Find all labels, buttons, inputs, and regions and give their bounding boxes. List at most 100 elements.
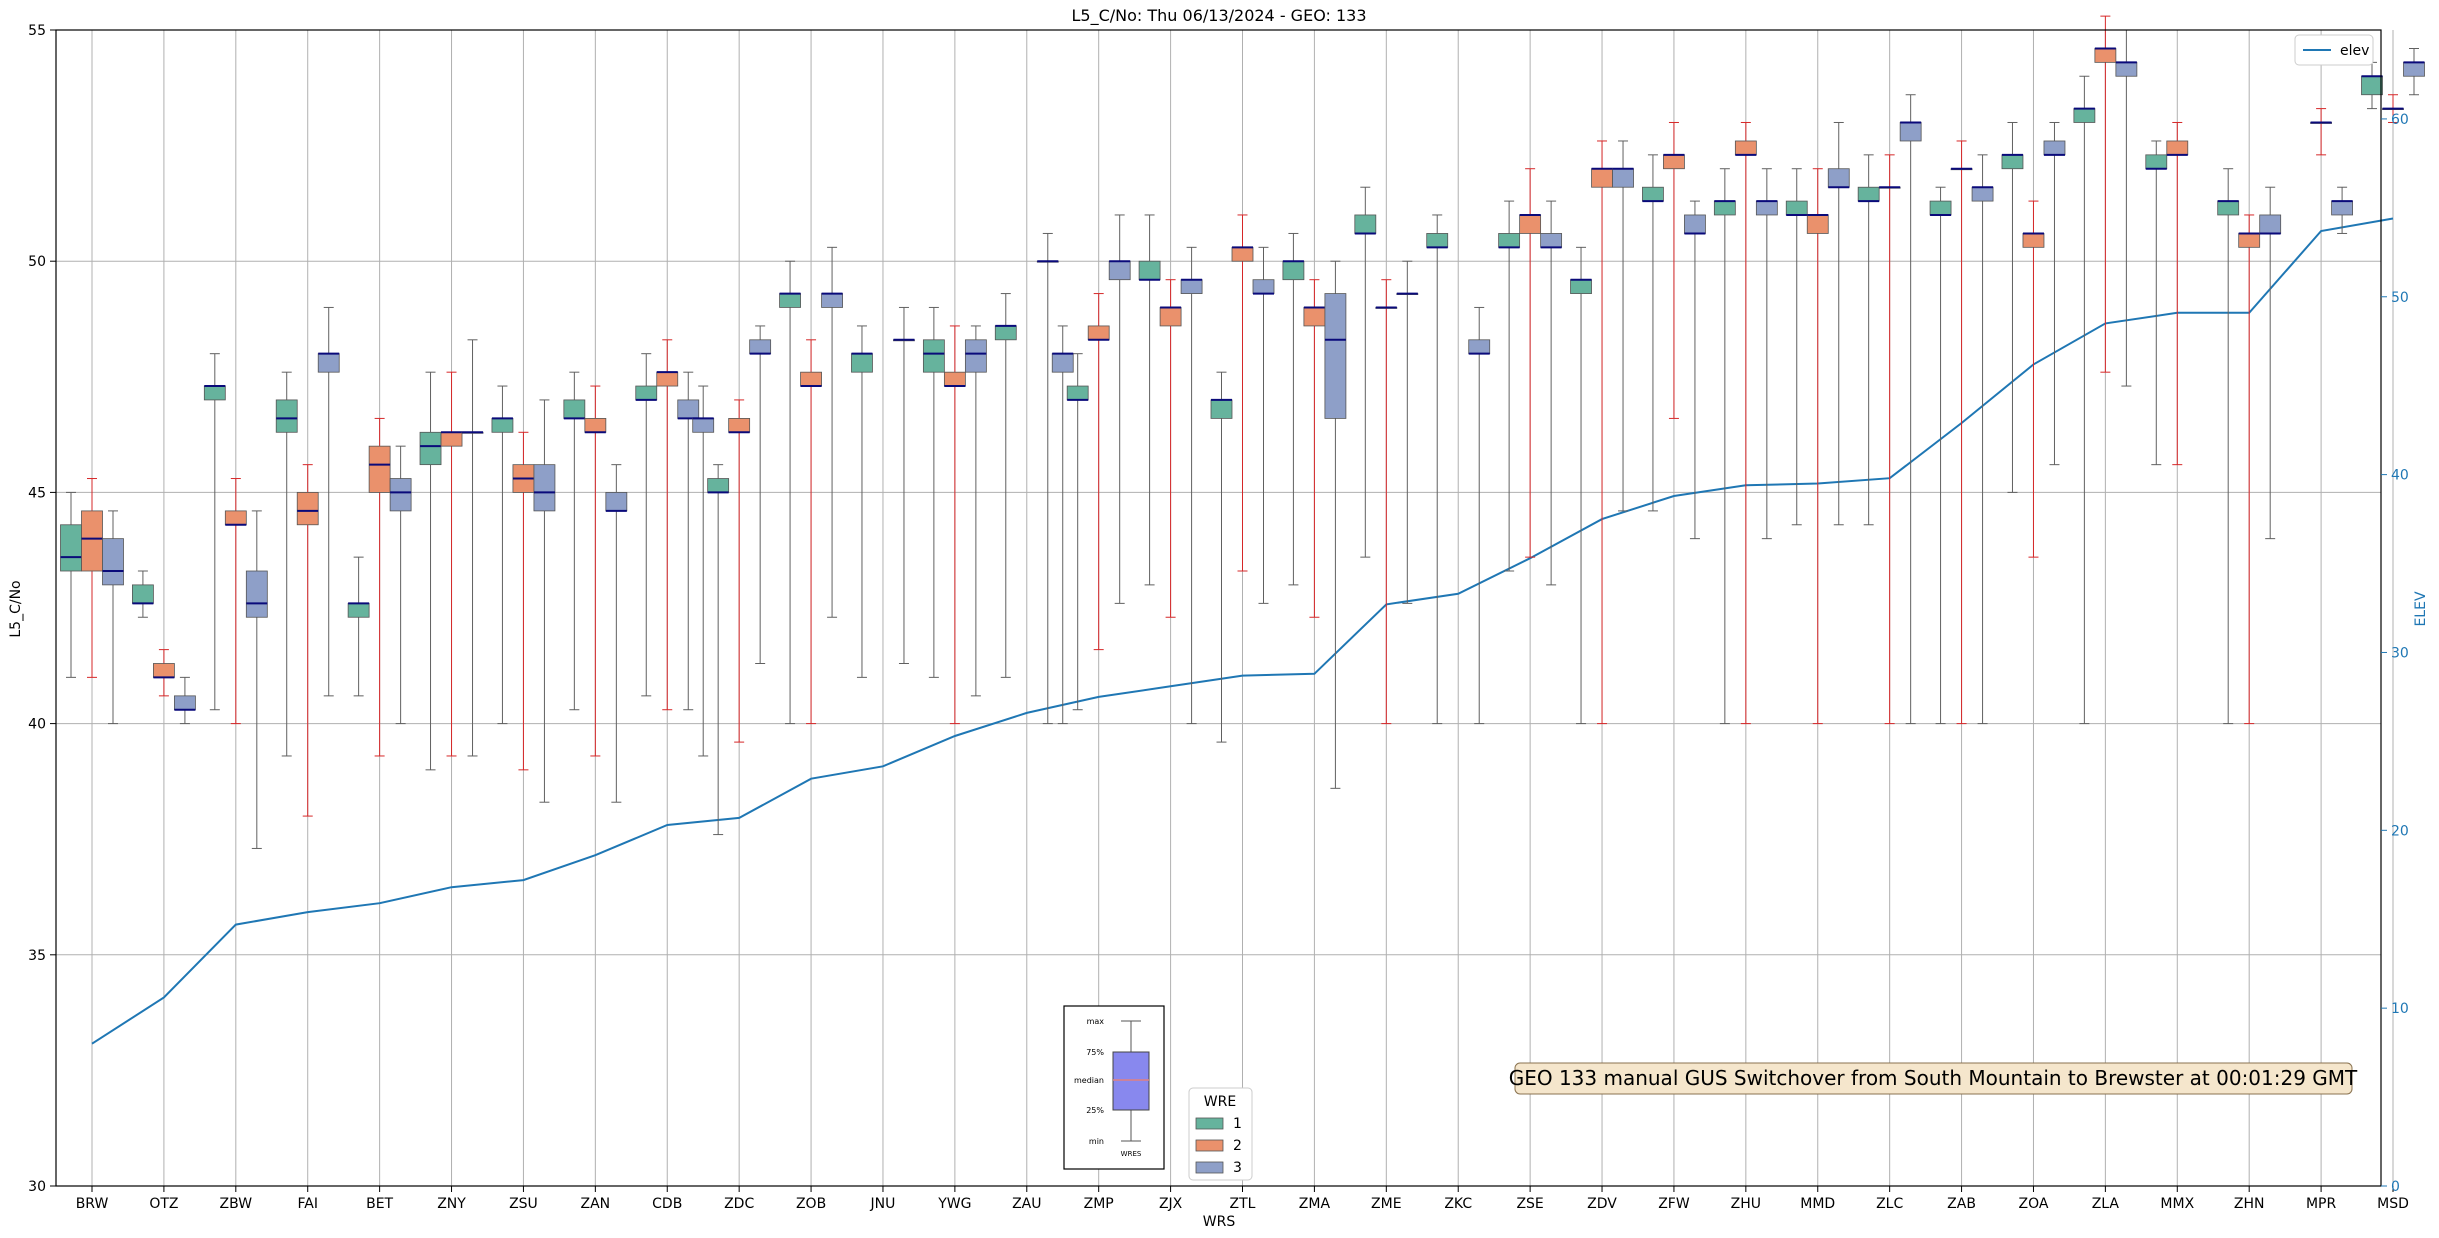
box-2 <box>224 478 247 725</box>
box-3 <box>1612 140 1634 512</box>
box-1 <box>1138 214 1161 586</box>
box-iqr <box>563 399 586 419</box>
box-iqr <box>1282 260 1305 281</box>
box-3 <box>1971 154 1994 725</box>
box-iqr <box>1468 339 1491 355</box>
box-1 <box>2361 61 2383 110</box>
annotation-text: GEO 133 manual GUS Switchover from South… <box>1509 1066 2358 1090</box>
box-2 <box>368 417 391 757</box>
x-tick-label: BRW <box>76 1196 109 1212</box>
box-3 <box>821 246 843 618</box>
box-iqr <box>2043 140 2066 156</box>
axis-layer: BRW OTZ ZBW FAI BET ZNY ZSU ZAN CDB ZDC ZOB JNU YWG Z… <box>28 23 2409 1212</box>
box-iqr <box>994 325 1017 341</box>
key-label: 25% <box>1086 1106 1104 1115</box>
box-iqr <box>2145 154 2168 170</box>
box-1 <box>922 306 945 678</box>
box-iqr <box>1519 214 1542 234</box>
box-3 <box>1324 260 1347 789</box>
box-2 <box>1303 279 1326 618</box>
x-tick-label: ZFW <box>1658 1196 1690 1212</box>
box-iqr <box>1684 214 1706 234</box>
key-box: max 75% median 25% min WRES <box>1063 1005 1165 1170</box>
box-3 <box>692 385 715 757</box>
box-iqr <box>1591 168 1613 188</box>
chart-title: L5_C/No: Thu 06/13/2024 - GEO: 133 <box>1071 6 1366 26</box>
box-iqr <box>174 695 196 711</box>
box-1 <box>1354 186 1377 558</box>
box-1 <box>60 491 82 678</box>
box-iqr <box>368 445 391 493</box>
box-1 <box>1066 353 1089 711</box>
box-iqr <box>440 431 463 447</box>
box-1 <box>275 371 298 757</box>
box-iqr <box>635 385 658 401</box>
box-iqr <box>779 293 801 308</box>
box-iqr <box>1929 200 1952 216</box>
box-3 <box>102 510 124 725</box>
box-iqr <box>1210 399 1233 419</box>
box-3 <box>533 399 556 803</box>
box-iqr <box>1642 186 1664 202</box>
box-iqr <box>1785 200 1808 216</box>
elev-line <box>91 217 2394 1045</box>
box-iqr <box>1899 122 1922 142</box>
box-3 <box>1540 200 1563 586</box>
box-1 <box>1570 246 1592 725</box>
box-1 <box>347 556 370 697</box>
box-3 <box>893 306 915 664</box>
annotation-group: GEO 133 manual GUS Switchover from South… <box>1509 1062 2358 1095</box>
box-iqr <box>347 602 370 618</box>
box-2 <box>1231 214 1254 572</box>
box-2 <box>2310 108 2332 156</box>
box-iqr <box>1303 307 1326 327</box>
x-tick-label: ZAU <box>1012 1196 1041 1212</box>
x-tick-label: ZMP <box>1084 1196 1114 1212</box>
box-iqr <box>584 418 607 433</box>
box-iqr <box>605 491 628 512</box>
box-iqr <box>245 570 268 618</box>
box-iqr <box>1570 279 1592 294</box>
box-1 <box>2217 168 2240 725</box>
line-legend: elev <box>2294 34 2374 66</box>
x-tick-label: ZOA <box>2018 1196 2048 1212</box>
box-iqr <box>943 371 966 387</box>
x-tick-label: FAI <box>297 1196 317 1212</box>
box-1 <box>851 325 873 678</box>
box-iqr <box>1066 385 1089 401</box>
box-1 <box>491 385 514 725</box>
x-tick-label: ZHN <box>2234 1196 2265 1212</box>
box-iqr <box>1498 233 1521 248</box>
x-tick-label: ZKC <box>1444 1196 1472 1212</box>
box-2 <box>1159 279 1182 618</box>
box-iqr <box>677 399 700 419</box>
line-legend-frame <box>2294 34 2374 66</box>
key-label: min <box>1089 1137 1104 1146</box>
box-iqr <box>1324 293 1347 419</box>
box-2 <box>2382 94 2404 123</box>
box-iqr <box>851 353 873 373</box>
box-iqr <box>102 538 124 586</box>
box-2 <box>1375 279 1398 725</box>
box-iqr <box>707 478 730 493</box>
box-2 <box>512 431 535 771</box>
box-iqr <box>2361 75 2383 96</box>
box-2 <box>2022 200 2045 558</box>
legend-swatch <box>1195 1139 1224 1152</box>
box-iqr <box>1180 279 1203 294</box>
box-1 <box>1713 168 1736 725</box>
elev-layer <box>91 217 2394 1045</box>
y2-tick-label: 30 <box>2391 645 2409 661</box>
box-iqr <box>1663 154 1685 170</box>
box-2 <box>153 649 175 697</box>
legend-frame <box>1188 1087 1253 1181</box>
box-3 <box>1252 246 1275 604</box>
box-1 <box>563 371 586 711</box>
box-1 <box>994 293 1017 678</box>
y2-tick-label: 0 <box>2391 1179 2400 1195</box>
box-iqr <box>2022 233 2045 248</box>
x-tick-label: JNU <box>870 1196 896 1212</box>
x-tick-label: OTZ <box>149 1196 178 1212</box>
x-tick-label: ZSE <box>1516 1196 1543 1212</box>
box-iqr <box>1138 260 1161 281</box>
